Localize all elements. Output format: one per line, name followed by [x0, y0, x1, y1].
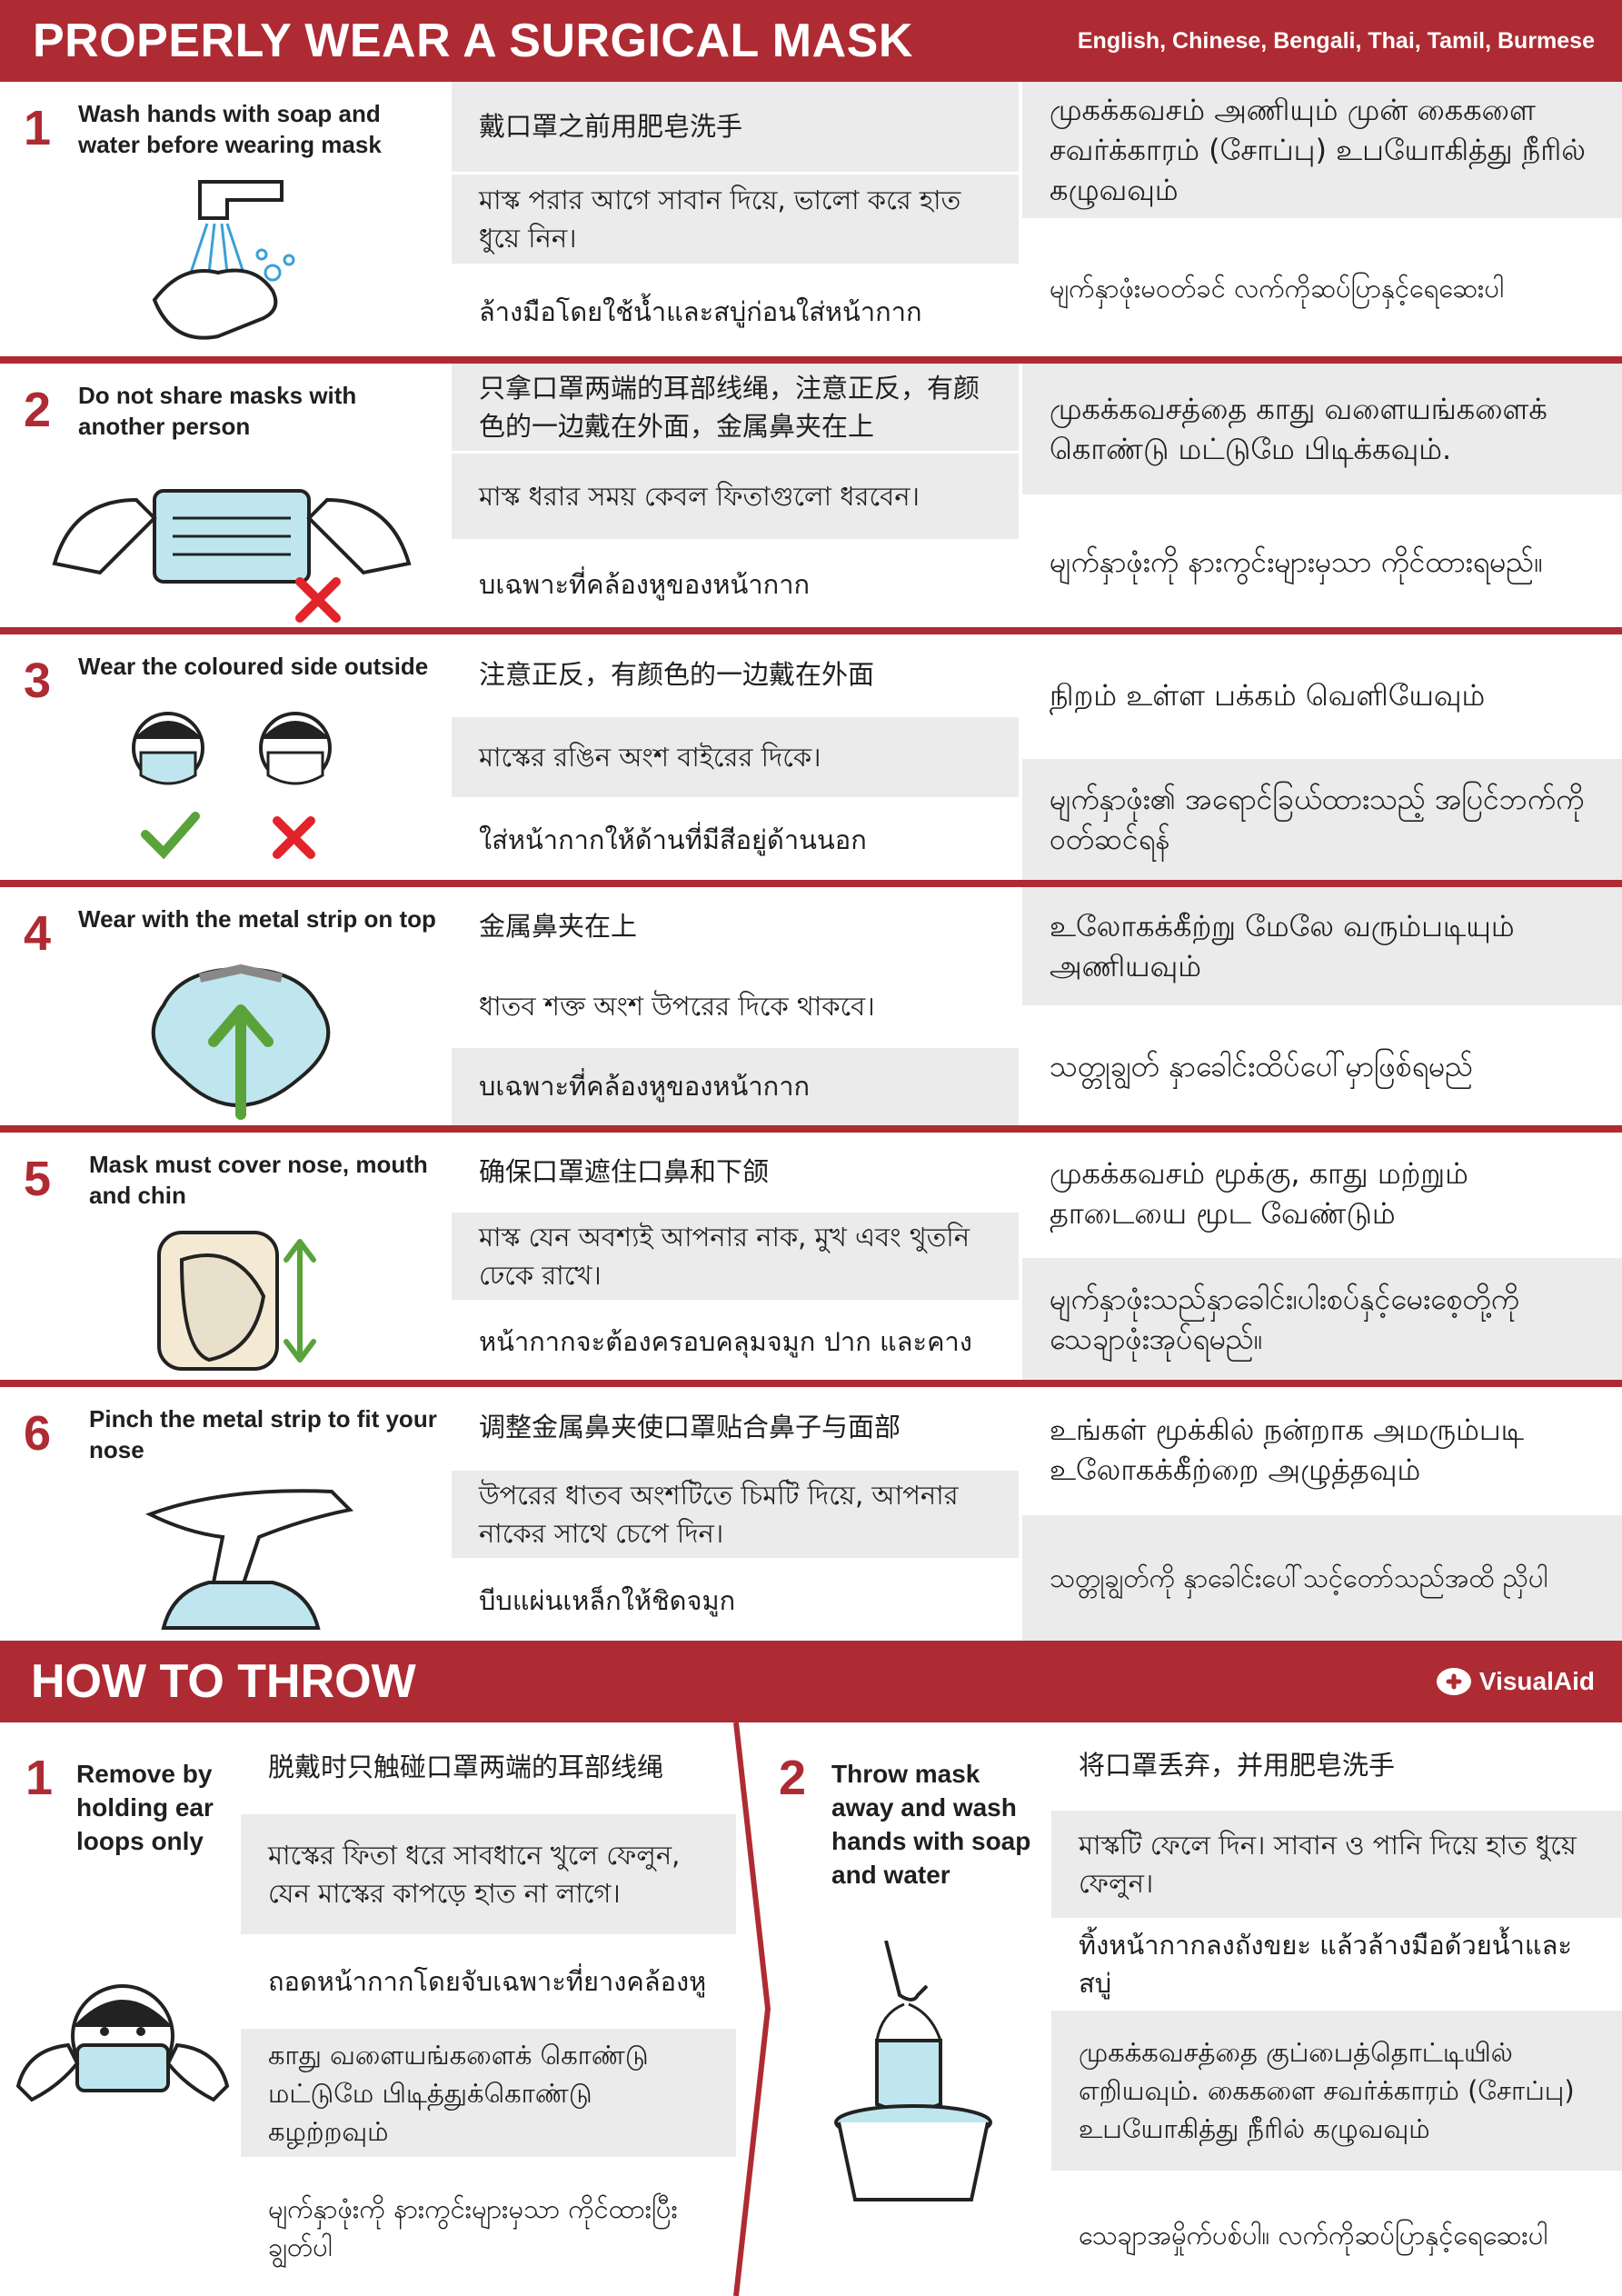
text-th: หน้ากากจะต้องครอบคลุมจมูก ปาก และคาง	[452, 1303, 1019, 1380]
text-zh: 确保口罩遮住口鼻和下颌	[452, 1133, 1019, 1213]
text-bn: মাস্কের রঙিন অংশ বাইরের দিকে।	[452, 717, 1019, 800]
step-number: 2	[779, 1751, 807, 1805]
text-bn: মাস্ক পরার আগে সাবান দিয়ে, ভালো করে হাত…	[452, 174, 1019, 267]
step-title: Throw mask away and wash hands with soap…	[831, 1760, 1031, 1889]
step-number: 4	[24, 906, 52, 961]
text-bn: উপরের ধাতব অংশটিতে চিমটি দিয়ে, আপনার না…	[452, 1470, 1019, 1561]
text-my: သတ္တုချွတ် နှာခေါင်းထိပ်ပေါ်မှာဖြစ်ရမည်	[1022, 1007, 1622, 1125]
text-ta: உங்கள் மூக்கில் நன்றாக அமரும்படி உலோகக்க…	[1022, 1387, 1622, 1515]
text-my: မျက်နှာဖုံးကို နားကွင်းများမှသာ ကိုင်ထား…	[241, 2160, 736, 2296]
text-ta: நிறம் உள்ள பக்கம் வெளியேவும்	[1022, 634, 1622, 759]
divider-arrow	[733, 1722, 771, 2296]
throw-step-1-label: 1 Remove by holding ear loops only	[0, 1722, 241, 2296]
text-ta: முகக்கவசம் மூக்கு, காது மற்றும் தாடையை ம…	[1022, 1133, 1622, 1258]
step-number: 5	[24, 1152, 52, 1206]
text-my: မျက်နှာဖုံးကို နားကွင်းများမှသာ ကိုင်ထား…	[1022, 496, 1622, 627]
step-title: Remove by holding ear loops only	[76, 1760, 214, 1855]
brand-name: VisualAid	[1478, 1667, 1595, 1695]
header-bar: PROPERLY WEAR A SURGICAL MASK English, C…	[0, 0, 1622, 82]
text-th: ใส่หน้ากากให้ด้านที่มีสีอยู่ด้านนอก	[452, 800, 1019, 880]
step-5-section: 5 Mask must cover nose, mouth and chin 确…	[0, 1133, 1622, 1387]
text-ta: முகக்கவசத்தை குப்பைத்தொட்டியில் எறியவும்…	[1051, 2011, 1622, 2174]
text-zh: 将口罩丢弃，并用肥皂洗手	[1051, 1722, 1622, 1811]
text-th: บเฉพาะที่คล้องหูของหน้ากาก	[452, 1047, 1019, 1125]
plus-circle-icon	[1436, 1668, 1471, 1695]
text-th: ถอดหน้ากากโดยจับเฉพาะที่ยางคล้องหู	[241, 1937, 736, 2030]
text-bn: ধাতব শক্ত অংশ উপরের দিকে থাকবে।	[452, 967, 1019, 1048]
text-zh: 金属鼻夹在上	[452, 887, 1019, 968]
text-zh: 调整金属鼻夹使口罩贴合鼻子与面部	[452, 1387, 1019, 1471]
step-2-section: 2 Do not share masks with another person…	[0, 364, 1622, 634]
remove-mask-icon	[15, 1984, 230, 2102]
step-6-section: 6 Pinch the metal strip to fit your nose…	[0, 1387, 1622, 1641]
text-zh: 只拿口罩两端的耳部线绳，注意正反，有颜色的一边戴在外面，金属鼻夹在上	[452, 364, 1019, 454]
throw-header: HOW TO THROW VisualAid	[0, 1641, 1622, 1722]
text-ta: முகக்கவசத்தை காது வளையங்களைக் கொண்டு மட்…	[1022, 364, 1622, 497]
mask-holding-icon	[52, 489, 412, 623]
brand-logo: VisualAid	[1436, 1663, 1595, 1700]
text-bn: মাস্ক ধরার সময় কেবল ফিতাগুলো ধরবেন।	[452, 454, 1019, 542]
step-number: 2	[24, 383, 52, 437]
pinch-nose-icon	[145, 1489, 354, 1630]
text-zh: 脱戴时只触碰口罩两端的耳部线绳	[241, 1722, 736, 1814]
step-title: Do not share masks with another person	[78, 382, 357, 440]
languages-list: English, Chinese, Bengali, Thai, Tamil, …	[1077, 27, 1595, 54]
text-th: ล้างมือโดยใช้น้ำและสบู่ก่อนใส่หน้ากาก	[452, 266, 1019, 357]
text-zh: 戴口罩之前用肥皂洗手	[452, 82, 1019, 175]
text-th: บเฉพาะที่คล้องหูของหน้ากาก	[452, 542, 1019, 627]
throw-title: HOW TO THROW	[31, 1655, 416, 1708]
step-number: 3	[24, 654, 52, 708]
text-bn: মাস্কটি ফেলে দিন। সাবান ও পানি দিয়ে হাত…	[1051, 1810, 1622, 1922]
trash-bin-icon	[834, 1941, 992, 2201]
step-title: Wear with the metal strip on top	[78, 905, 436, 933]
face-cover-icon	[157, 1231, 316, 1371]
mask-sides-icon	[132, 712, 332, 860]
throw-section: 1 Remove by holding ear loops only 脱戴时只触…	[0, 1722, 1622, 2296]
text-my: မျက်နှာဖုံး၏ အရောင်ခြယ်ထားသည့် အပြင်ဘက်က…	[1022, 758, 1622, 880]
step-4-section: 4 Wear with the metal strip on top 金属鼻夹在…	[0, 887, 1622, 1133]
step-number: 6	[24, 1406, 52, 1461]
step-number: 1	[24, 101, 52, 155]
step-title: Wash hands with soap and water before we…	[78, 100, 382, 158]
text-my: မျက်နှာဖုံးသည်နှာခေါင်း၊ပါးစပ်နှင့်မေးစေ…	[1022, 1257, 1622, 1380]
throw-step-2-label: 2 Throw mask away and wash hands with so…	[768, 1722, 1050, 2296]
text-th: บีบแผ่นเหล็กให้ชิดจมูก	[452, 1560, 1019, 1641]
text-bn: মাস্ক যেন অবশ্যই আপনার নাক, মুখ এবং থুতন…	[452, 1213, 1019, 1303]
text-ta: உலோகக்கீற்று மேலே வரும்படியும் அணியவும்	[1022, 887, 1622, 1008]
step-number: 1	[25, 1751, 54, 1805]
step-1-section: 1 Wash hands with soap and water before …	[0, 82, 1622, 364]
step-title: Mask must cover nose, mouth and chin	[89, 1151, 428, 1209]
text-bn: মাস্কের ফিতা ধরে সাবধানে খুলে ফেলুন, যেন…	[241, 1814, 736, 1938]
step-title: Wear the coloured side outside	[78, 653, 429, 680]
text-th: ทิ้งหน้ากากลงถังขยะ แล้วล้างมือด้วยน้ำแล…	[1051, 1921, 1622, 2011]
hand-wash-icon	[152, 180, 295, 340]
page-title: PROPERLY WEAR A SURGICAL MASK	[33, 15, 913, 67]
step-3-section: 3 Wear the coloured side outside 注意正反，有颜…	[0, 634, 1622, 887]
text-my: မျက်နှာဖုံးမဝတ်ခင် လက်ကိုဆပ်ပြာနှင့်ရေဆေ…	[1022, 220, 1622, 356]
text-zh: 注意正反，有颜色的一边戴在外面	[452, 634, 1019, 717]
step-title: Pinch the metal strip to fit your nose	[89, 1405, 437, 1463]
text-my: သတ္တုချွတ်ကို နှာခေါင်းပေါ်သင့်တော်သည်အထ…	[1022, 1515, 1622, 1641]
metal-strip-icon	[151, 963, 331, 1120]
text-ta: முகக்கவசம் அணியும் முன் கைகளை சவர்க்காரம…	[1022, 82, 1622, 221]
text-my: သေချာအမှိုက်ပစ်ပါ။ လက်ကိုဆပ်ပြာနှင့်ရေဆေ…	[1051, 2173, 1622, 2296]
text-ta: காது வளையங்களைக் கொண்டு மட்டுமே பிடித்து…	[241, 2029, 736, 2161]
